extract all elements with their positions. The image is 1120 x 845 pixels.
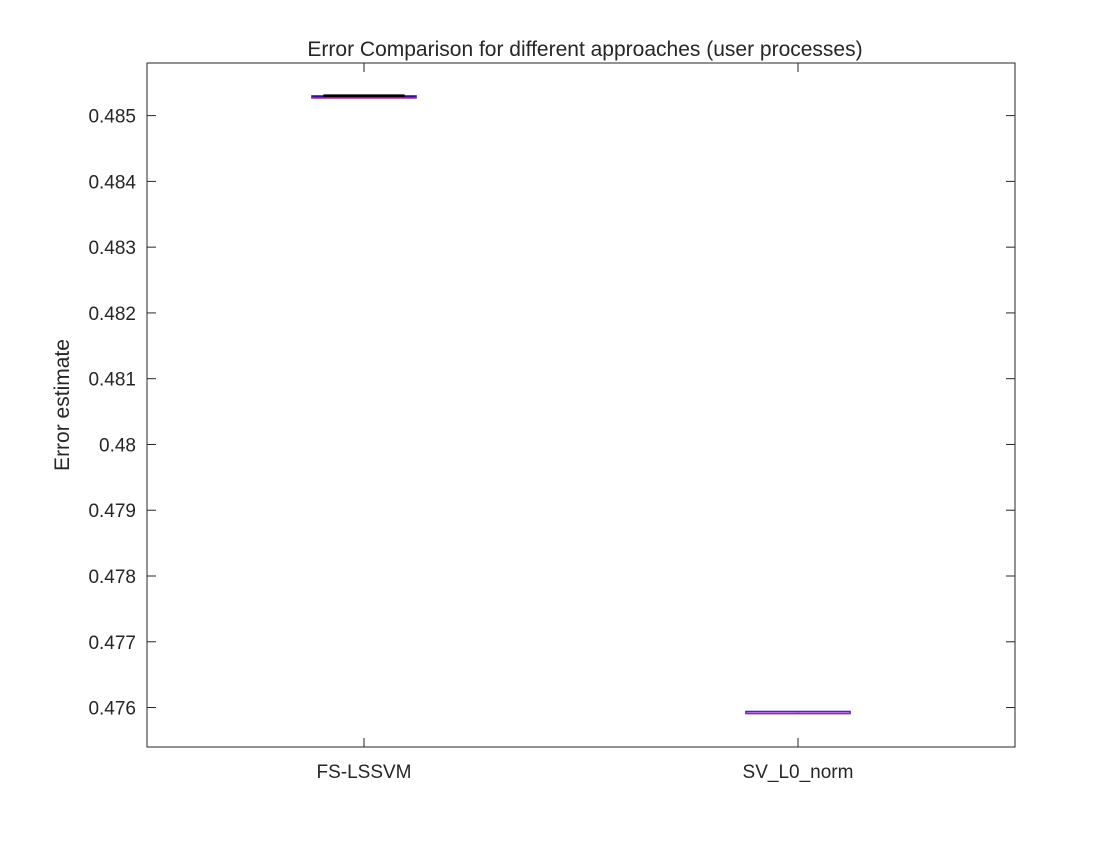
box-fs-lssvm [311,94,417,99]
y-tick-label: 0.476 [88,699,136,720]
y-tick-label: 0.477 [88,633,136,654]
plot-area-frame [146,62,1016,748]
y-tick-label: 0.482 [88,304,136,325]
x-axis: FS-LSSVM SV_L0_norm [316,63,853,783]
y-tick-label: 0.484 [88,172,136,193]
x-tick-label: FS-LSSVM [316,762,411,783]
box-sv-l0-norm [745,710,851,715]
y-tick-label: 0.485 [88,107,136,128]
y-tick-label: 0.479 [88,501,136,522]
box-series [311,94,851,715]
y-tick-label: 0.481 [88,370,136,391]
y-tick-label: 0.483 [88,238,136,259]
y-tick-label: 0.48 [99,435,136,456]
chart-title: Error Comparison for different approache… [307,38,862,61]
x-tick-label: SV_L0_norm [743,762,854,783]
y-axis-label: Error estimate [51,339,74,471]
y-axis: 0.476 0.477 0.478 0.479 0.48 0.481 0.482 0.483 0… [88,107,1015,720]
y-tick-label: 0.478 [88,567,136,588]
